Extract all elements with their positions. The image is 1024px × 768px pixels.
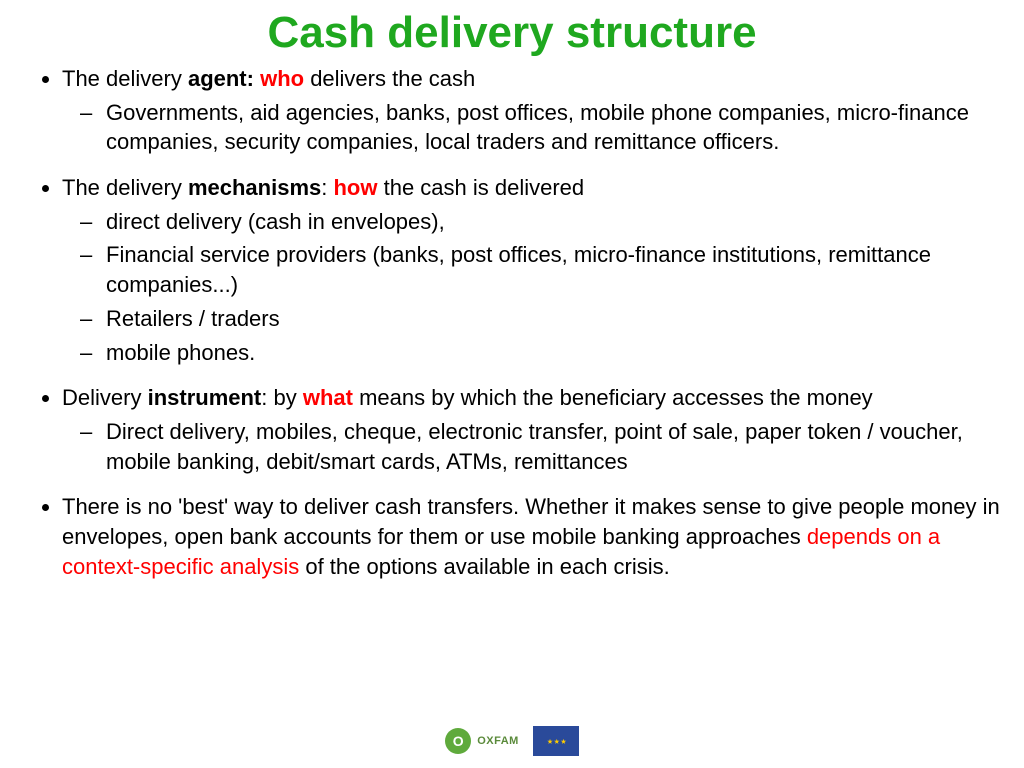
sub-list: Governments, aid agencies, banks, post o… (62, 98, 1000, 157)
sub-list: direct delivery (cash in envelopes),Fina… (62, 207, 1000, 367)
sub-item: mobile phones. (106, 338, 1000, 368)
sub-item: direct delivery (cash in envelopes), (106, 207, 1000, 237)
sub-item: Direct delivery, mobiles, cheque, electr… (106, 417, 1000, 476)
sub-item: Financial service providers (banks, post… (106, 240, 1000, 299)
oxfam-label: OXFAM (477, 735, 519, 747)
bullet-item: Delivery instrument: by what means by wh… (62, 383, 1000, 476)
bullet-text: There is no 'best' way to deliver cash t… (62, 494, 1000, 578)
bullet-text: The delivery mechanisms: how the cash is… (62, 175, 584, 200)
eu-flag-icon: ⋆⋆⋆ (533, 726, 579, 756)
slide-content: Cash delivery structure The delivery age… (0, 0, 1024, 581)
bullet-item: The delivery mechanisms: how the cash is… (62, 173, 1000, 367)
eu-stars-icon: ⋆⋆⋆ (546, 733, 566, 750)
footer-logos: O OXFAM ⋆⋆⋆ (0, 726, 1024, 756)
bullet-list: The delivery agent: who delivers the cas… (24, 64, 1000, 581)
slide-title: Cash delivery structure (24, 8, 1000, 58)
bullet-item: There is no 'best' way to deliver cash t… (62, 492, 1000, 581)
bullet-text: Delivery instrument: by what means by wh… (62, 385, 873, 410)
sub-item: Retailers / traders (106, 304, 1000, 334)
bullet-item: The delivery agent: who delivers the cas… (62, 64, 1000, 157)
sub-list: Direct delivery, mobiles, cheque, electr… (62, 417, 1000, 476)
oxfam-logo: O OXFAM (445, 728, 519, 754)
oxfam-icon: O (445, 728, 471, 754)
sub-item: Governments, aid agencies, banks, post o… (106, 98, 1000, 157)
bullet-text: The delivery agent: who delivers the cas… (62, 66, 475, 91)
